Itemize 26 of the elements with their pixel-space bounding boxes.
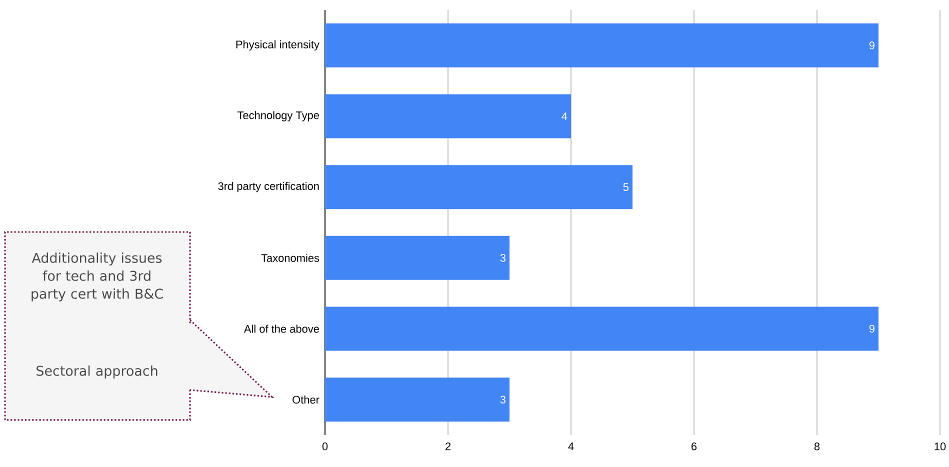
- y-tick-label: Other: [292, 396, 320, 404]
- bar: [325, 94, 572, 138]
- y-tick-label: Technology Type: [237, 111, 319, 122]
- bar: [325, 165, 633, 210]
- bar: [325, 306, 879, 351]
- y-tick-label: 3rd party certification: [218, 182, 319, 192]
- x-tick-label: 10: [934, 442, 946, 450]
- text: Additionality issues for tech and 3rd party cert with B&C: [32, 252, 163, 302]
- y-tick-label: All of the above: [244, 324, 319, 333]
- bar: [325, 236, 510, 280]
- bar: [325, 23, 879, 68]
- x-tick-label: 6: [692, 442, 697, 450]
- x-tick-label: 0: [322, 442, 328, 450]
- data-label: 3: [500, 396, 506, 404]
- data-label: 4: [562, 112, 568, 120]
- text: Sectoral approach: [36, 365, 158, 378]
- x-tick-label: 2: [446, 442, 451, 450]
- x-tick-label: 4: [568, 442, 574, 450]
- y-tick-label: Physical intensity: [236, 40, 320, 51]
- data-label: 9: [869, 42, 874, 50]
- x-tick-label: 8: [814, 442, 820, 450]
- data-label: 3: [500, 254, 506, 262]
- y-tick-label: Taxonomies: [261, 254, 320, 262]
- bar: [325, 378, 510, 422]
- data-label: 5: [623, 183, 629, 191]
- data-label: 9: [869, 324, 874, 333]
